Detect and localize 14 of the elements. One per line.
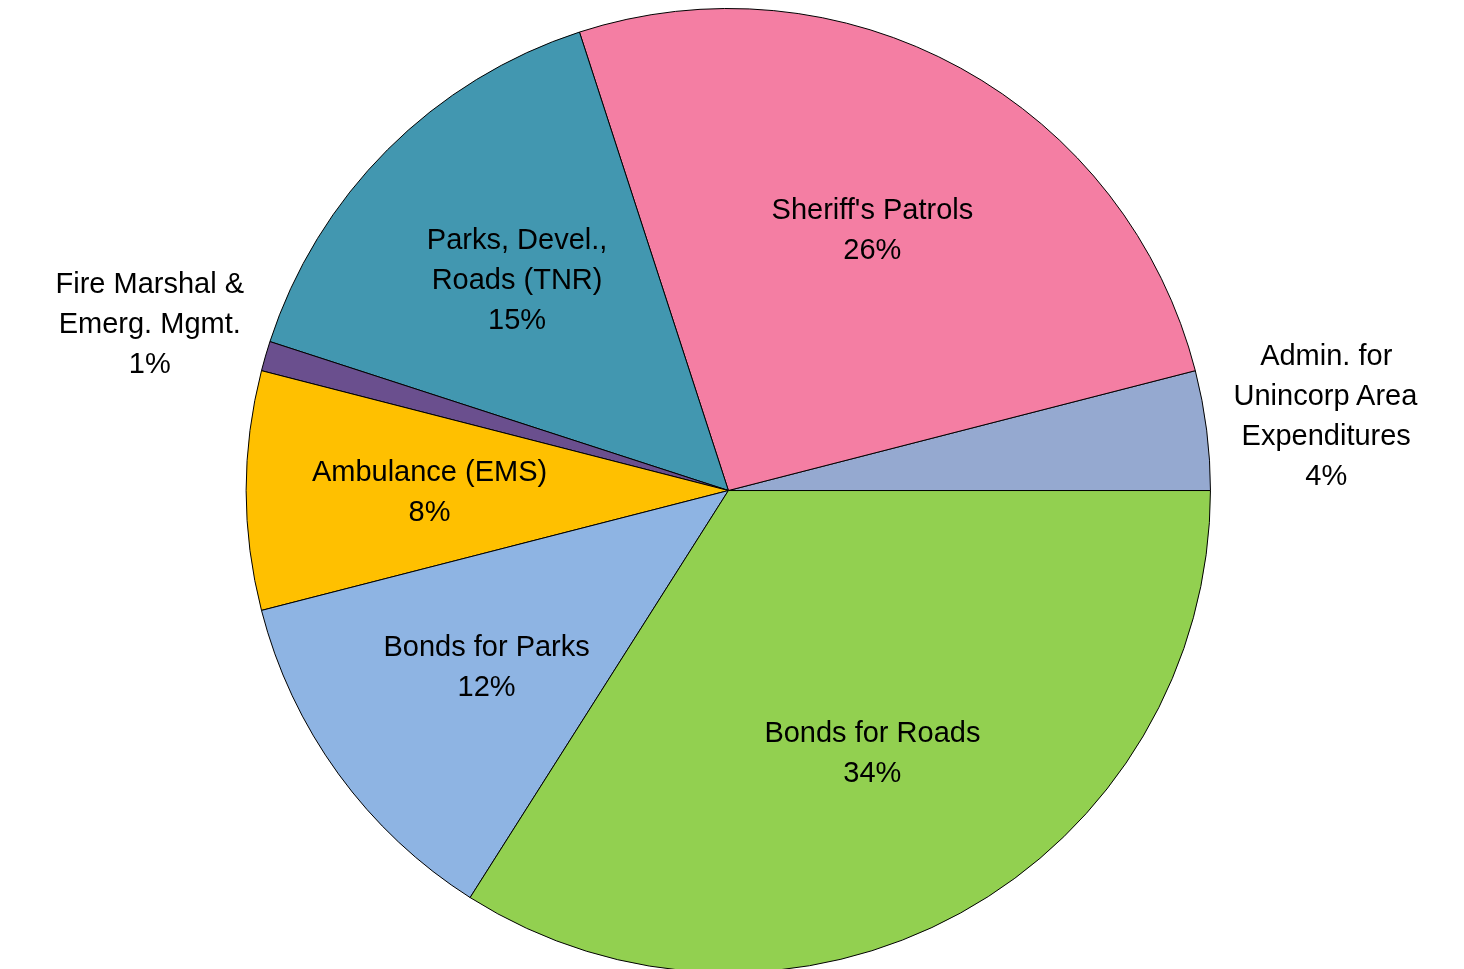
slice-label: Sheriff's Patrols [771, 192, 974, 225]
slice-label: Bonds for Roads [764, 716, 981, 749]
data-label: 26% [843, 232, 902, 265]
data-label: 1% [128, 346, 171, 379]
data-label: 8% [408, 494, 451, 527]
slice-label: Admin. for Unincorp Area Expenditures [1233, 339, 1419, 452]
slice-label: Parks, Devel., Roads (TNR) [426, 223, 608, 296]
data-label: 4% [1305, 459, 1348, 492]
slice-label: Fire Marshal & Emerg. Mgmt. [55, 266, 245, 339]
slice-label: Bonds for Parks [383, 630, 590, 663]
data-label: 34% [843, 756, 902, 789]
slice-label: Ambulance (EMS) [311, 454, 548, 487]
data-label: 12% [457, 670, 516, 703]
data-label: 15% [488, 303, 547, 336]
